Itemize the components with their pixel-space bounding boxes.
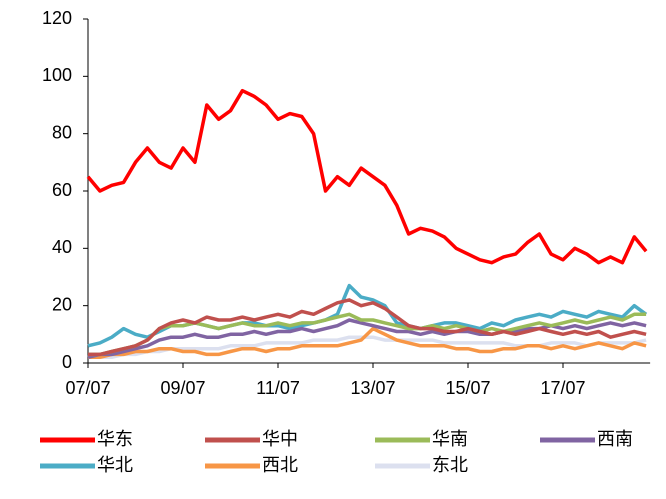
legend-label: 西南 — [597, 429, 633, 449]
y-tick-label: 20 — [52, 294, 72, 314]
legend-label: 西北 — [262, 455, 298, 475]
series-line — [86, 88, 648, 265]
x-tick-label: 13/07 — [350, 378, 395, 398]
y-tick-label: 80 — [52, 122, 72, 142]
x-tick-label: 07/07 — [65, 378, 110, 398]
y-tick-label: 100 — [42, 65, 72, 85]
series-line — [88, 312, 647, 357]
y-tick-label: 120 — [42, 8, 72, 28]
x-tick-label: 11/07 — [256, 378, 300, 398]
series-line — [88, 298, 647, 357]
x-tick-label: 15/07 — [445, 378, 490, 398]
legend-label: 华南 — [432, 429, 468, 449]
x-tick-label: 09/07 — [160, 378, 205, 398]
y-tick-label: 0 — [62, 352, 72, 372]
y-tick-label: 40 — [52, 237, 72, 257]
legend-label: 华东 — [97, 429, 133, 449]
series-line — [88, 335, 647, 360]
series-line — [88, 326, 647, 360]
x-tick-label: 17/07 — [540, 378, 585, 398]
legend-label: 华北 — [97, 455, 133, 475]
legend-label: 华中 — [262, 429, 298, 449]
legend-label: 东北 — [432, 455, 468, 475]
y-tick-label: 60 — [52, 180, 72, 200]
